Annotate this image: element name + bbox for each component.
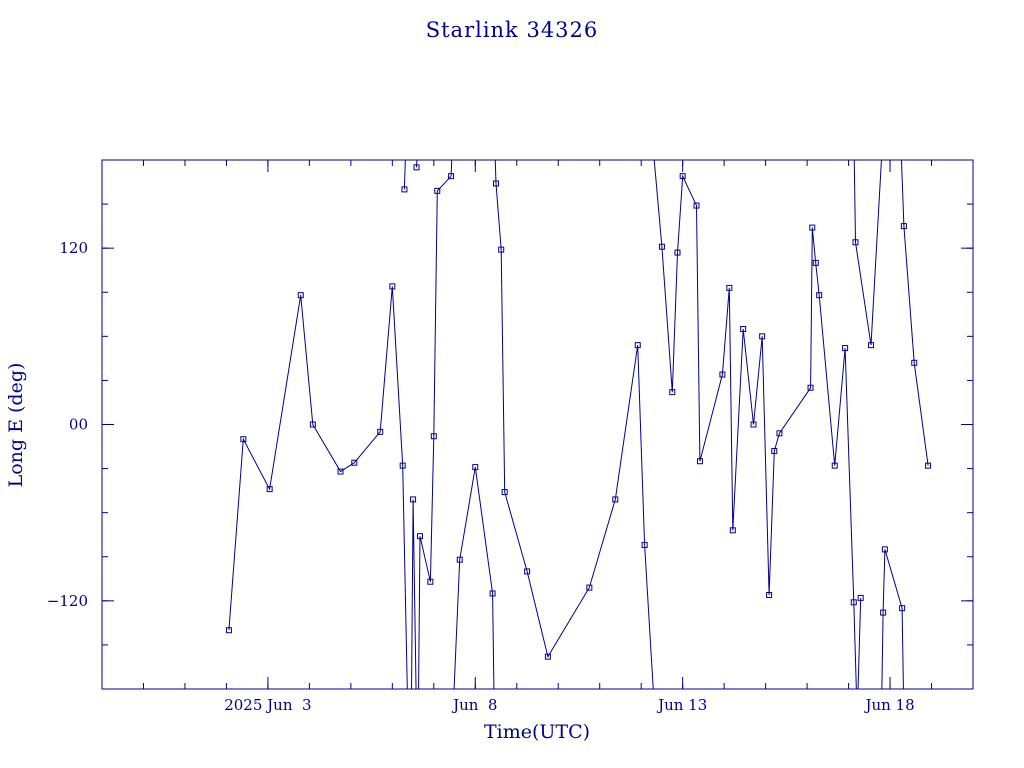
data-point bbox=[456, 556, 463, 563]
chart-title: Starlink 34326 bbox=[426, 18, 599, 42]
data-point bbox=[766, 591, 773, 598]
data-point bbox=[852, 239, 859, 246]
data-point bbox=[240, 436, 247, 443]
data-point bbox=[740, 325, 747, 332]
data-point bbox=[729, 527, 736, 534]
data-point bbox=[524, 568, 531, 575]
data-point bbox=[634, 342, 641, 349]
data-point bbox=[693, 202, 700, 209]
data-point bbox=[501, 489, 508, 496]
data-point bbox=[816, 292, 823, 299]
data-point bbox=[309, 421, 316, 428]
data-point bbox=[351, 459, 358, 466]
series-line bbox=[857, 597, 862, 689]
series-line bbox=[411, 499, 417, 689]
data-point bbox=[880, 609, 887, 616]
tick-labels: 2025 Jun 3 Jun 8 Jun 13 Jun 18 120 00 −120 bbox=[47, 239, 915, 714]
data-point bbox=[413, 164, 420, 171]
series-line bbox=[403, 160, 406, 190]
data-point bbox=[868, 342, 875, 349]
data-point bbox=[759, 333, 766, 340]
data-point bbox=[750, 421, 757, 428]
data-point bbox=[389, 283, 396, 290]
series-line bbox=[416, 160, 418, 168]
series-line bbox=[228, 286, 408, 689]
data-point bbox=[489, 590, 496, 597]
data-point bbox=[812, 259, 819, 266]
data-point bbox=[427, 578, 434, 585]
x-tick-label: Jun 18 bbox=[863, 696, 914, 714]
axis-ticks bbox=[102, 160, 973, 689]
data-point bbox=[586, 584, 593, 591]
data-point bbox=[416, 533, 423, 540]
data-point bbox=[266, 486, 273, 493]
data-point bbox=[900, 223, 907, 230]
data-point bbox=[776, 430, 783, 437]
x-tick-label: Jun 8 bbox=[451, 696, 497, 714]
data-point bbox=[899, 605, 906, 612]
series-line bbox=[653, 160, 857, 689]
data-point bbox=[641, 541, 648, 548]
data-point bbox=[493, 180, 500, 187]
data-point bbox=[225, 627, 232, 634]
data-point bbox=[544, 653, 551, 660]
y-tick-label: −120 bbox=[47, 592, 88, 610]
data-point bbox=[881, 546, 888, 553]
data-point bbox=[925, 462, 932, 469]
data-point bbox=[857, 594, 864, 601]
data-point bbox=[401, 186, 408, 193]
series-line bbox=[418, 160, 453, 689]
series-line bbox=[494, 160, 654, 689]
data-point bbox=[679, 173, 686, 180]
data-point bbox=[911, 359, 918, 366]
x-axis-label: Time(UTC) bbox=[484, 721, 590, 743]
data-point bbox=[831, 462, 838, 469]
y-tick-label: 00 bbox=[69, 416, 88, 434]
plot-frame bbox=[101, 159, 974, 690]
data-point bbox=[612, 496, 619, 503]
data-point bbox=[337, 468, 344, 475]
data-point bbox=[410, 496, 417, 503]
data-point bbox=[771, 447, 778, 454]
y-axis-label: Long E (deg) bbox=[5, 363, 27, 488]
data-point bbox=[297, 292, 304, 299]
data-point bbox=[399, 462, 406, 469]
data-point bbox=[669, 389, 676, 396]
data-point bbox=[472, 464, 479, 471]
series-line bbox=[853, 160, 882, 346]
data-point bbox=[809, 224, 816, 231]
series-line bbox=[881, 549, 904, 689]
data-point bbox=[448, 173, 455, 180]
series-layer bbox=[225, 160, 932, 689]
data-point bbox=[850, 599, 857, 606]
series-line bbox=[453, 467, 495, 689]
y-tick-label: 120 bbox=[59, 239, 88, 257]
data-point bbox=[498, 246, 505, 253]
data-point bbox=[807, 384, 814, 391]
series-line bbox=[900, 160, 929, 466]
data-point bbox=[674, 249, 681, 256]
x-tick-label: Jun 13 bbox=[656, 696, 707, 714]
data-point bbox=[658, 243, 665, 250]
data-point bbox=[434, 187, 441, 194]
data-point bbox=[430, 433, 437, 440]
data-point bbox=[696, 458, 703, 465]
x-tick-label: 2025 Jun 3 bbox=[224, 696, 311, 714]
data-point bbox=[719, 371, 726, 378]
data-point bbox=[377, 428, 384, 435]
data-point bbox=[842, 345, 849, 352]
data-point bbox=[726, 284, 733, 291]
